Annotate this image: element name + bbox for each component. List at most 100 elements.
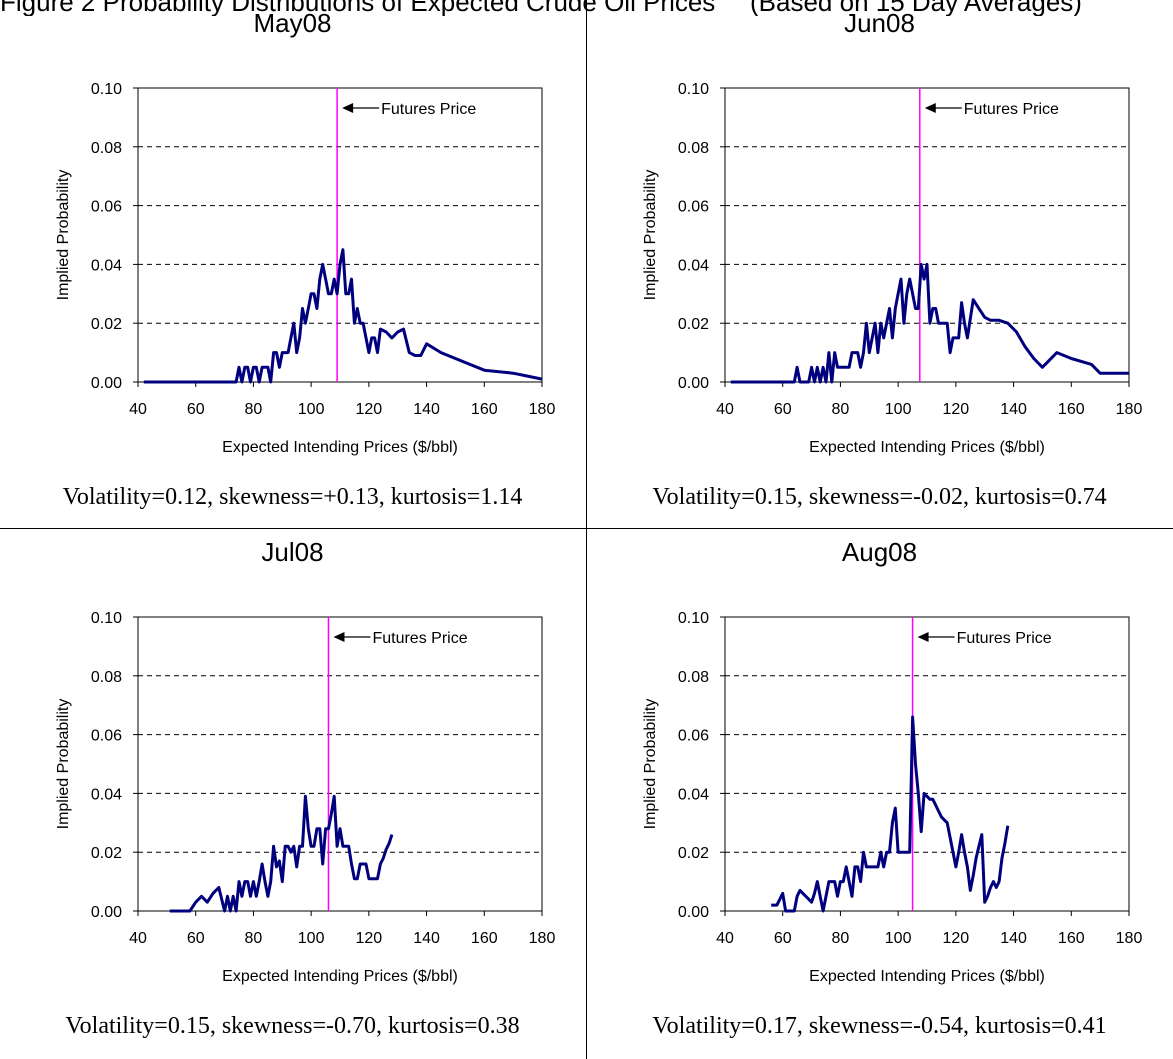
y-tick-label: 0.06 <box>91 728 122 745</box>
annotation-arrow-head <box>342 103 354 113</box>
series-line <box>143 248 543 384</box>
y-tick-label: 0.00 <box>678 375 709 392</box>
y-tick-label: 0.06 <box>678 728 709 745</box>
chart-svg-jun08: 0.00 0.02 0.04 0.06 0.08 0.10 40 60 80 100 120 140 1… <box>642 81 1143 456</box>
x-tick-label: 60 <box>187 401 205 418</box>
x-tick-label: 120 <box>356 930 383 947</box>
y-tick-label: 0.10 <box>91 610 122 627</box>
x-tick-label: 160 <box>471 401 498 418</box>
annotation-label: Futures Price <box>381 101 476 118</box>
plot-frame <box>724 87 1130 383</box>
x-tick-label: 60 <box>187 930 205 947</box>
x-tick-label: 180 <box>1116 401 1143 418</box>
x-tick-label: 60 <box>774 930 792 947</box>
y-tick-label: 0.06 <box>678 199 709 216</box>
x-tick-label: 140 <box>1000 930 1027 947</box>
y-tick-label: 0.08 <box>678 140 709 157</box>
annotation-label: Futures Price <box>964 101 1059 118</box>
chart-stats: Volatility=0.15, skewness=-0.02, kurtosi… <box>652 484 1107 510</box>
series-line <box>730 262 1129 384</box>
y-tick-label: 0.04 <box>91 257 122 274</box>
annotation-label: Futures Price <box>957 630 1052 647</box>
y-tick-label: 0.02 <box>678 845 709 862</box>
chart-panel-may08: May08 0.00 0.02 0.04 0.06 0.08 0.10 40 60 80 100 1… <box>0 0 585 528</box>
chart-panel-jul08: Jul08 0.00 0.02 0.04 0.06 0.08 0.10 40 60 80 100 1… <box>0 529 585 1057</box>
chart-stats: Volatility=0.17, skewness=-0.54, kurtosi… <box>652 1013 1107 1039</box>
x-tick-label: 160 <box>471 930 498 947</box>
x-tick-label: 100 <box>298 930 325 947</box>
x-tick-label: 40 <box>716 930 734 947</box>
x-tick-label: 160 <box>1058 401 1085 418</box>
x-axis-title: Expected Intending Prices ($/bbl) <box>222 439 458 456</box>
y-tick-label: 0.08 <box>91 140 122 157</box>
figure-heading-right: (Based on 15 Day Averages) <box>750 0 1082 16</box>
chart-svg-jul08: 0.00 0.02 0.04 0.06 0.08 0.10 40 60 80 100 120 140 1… <box>55 610 556 985</box>
y-axis-title: Implied Probability <box>642 170 659 301</box>
plot-frame <box>137 616 543 912</box>
y-tick-label: 0.00 <box>91 375 122 392</box>
x-tick-label: 160 <box>1058 930 1085 947</box>
y-tick-label: 0.04 <box>678 786 709 803</box>
chart-stats: Volatility=0.12, skewness=+0.13, kurtosi… <box>62 484 523 510</box>
y-tick-label: 0.04 <box>678 257 709 274</box>
figure-heading-left: Figure 2 Probability Distributions of Ex… <box>0 0 716 16</box>
plot-frame <box>137 87 543 383</box>
x-axis-title: Expected Intending Prices ($/bbl) <box>809 968 1045 985</box>
annotation-arrow-head <box>924 103 936 113</box>
chart-svg-may08: 0.00 0.02 0.04 0.06 0.08 0.10 40 60 80 100 120 140 1… <box>55 81 556 456</box>
chart-title: Jun08 <box>844 8 915 38</box>
horizontal-divider <box>0 528 1173 529</box>
series-line <box>771 715 1010 913</box>
x-tick-label: 140 <box>413 930 440 947</box>
x-tick-label: 100 <box>298 401 325 418</box>
x-tick-label: 60 <box>774 401 792 418</box>
x-tick-label: 80 <box>832 401 850 418</box>
x-tick-label: 80 <box>245 401 263 418</box>
x-tick-label: 140 <box>1000 401 1027 418</box>
x-tick-label: 100 <box>885 401 912 418</box>
annotation-arrow-head <box>917 632 929 642</box>
y-tick-label: 0.00 <box>678 904 709 921</box>
annotation-arrow-head <box>333 632 345 642</box>
y-tick-label: 0.08 <box>678 669 709 686</box>
chart-panel-jun08: Jun08 0.00 0.02 0.04 0.06 0.08 0.10 40 60 80 100 1… <box>587 0 1172 528</box>
chart-svg-aug08: 0.00 0.02 0.04 0.06 0.08 0.10 40 60 80 100 120 140 1… <box>642 610 1143 985</box>
y-axis-title: Implied Probability <box>55 699 72 830</box>
x-axis-title: Expected Intending Prices ($/bbl) <box>809 439 1045 456</box>
chart-title: Aug08 <box>841 537 918 567</box>
y-tick-label: 0.10 <box>91 81 122 98</box>
plot-frame <box>724 616 1130 912</box>
x-axis-title: Expected Intending Prices ($/bbl) <box>222 968 458 985</box>
x-tick-label: 180 <box>1116 930 1143 947</box>
x-tick-label: 80 <box>832 930 850 947</box>
y-tick-label: 0.04 <box>91 786 122 803</box>
chart-title: May08 <box>253 8 332 38</box>
x-tick-label: 100 <box>885 930 912 947</box>
x-tick-label: 120 <box>356 401 383 418</box>
y-axis-title: Implied Probability <box>55 170 72 301</box>
y-tick-label: 0.02 <box>91 316 122 333</box>
x-tick-label: 140 <box>413 401 440 418</box>
series-line <box>169 794 394 913</box>
y-tick-label: 0.10 <box>678 81 709 98</box>
x-tick-label: 180 <box>529 401 556 418</box>
annotation-label: Futures Price <box>372 630 467 647</box>
y-tick-label: 0.00 <box>91 904 122 921</box>
x-tick-label: 40 <box>129 401 147 418</box>
y-tick-label: 0.02 <box>678 316 709 333</box>
x-tick-label: 120 <box>943 930 970 947</box>
x-tick-label: 40 <box>129 930 147 947</box>
y-tick-label: 0.02 <box>91 845 122 862</box>
vertical-divider <box>586 0 587 1059</box>
chart-stats: Volatility=0.15, skewness=-0.70, kurtosi… <box>65 1013 520 1039</box>
chart-panel-aug08: Aug08 0.00 0.02 0.04 0.06 0.08 0.10 40 60 80 100 1… <box>587 529 1172 1057</box>
x-tick-label: 180 <box>529 930 556 947</box>
chart-title: Jul08 <box>261 537 324 567</box>
y-axis-title: Implied Probability <box>642 699 659 830</box>
y-tick-label: 0.10 <box>678 610 709 627</box>
y-tick-label: 0.08 <box>91 669 122 686</box>
y-tick-label: 0.06 <box>91 199 122 216</box>
x-tick-label: 120 <box>943 401 970 418</box>
x-tick-label: 40 <box>716 401 734 418</box>
